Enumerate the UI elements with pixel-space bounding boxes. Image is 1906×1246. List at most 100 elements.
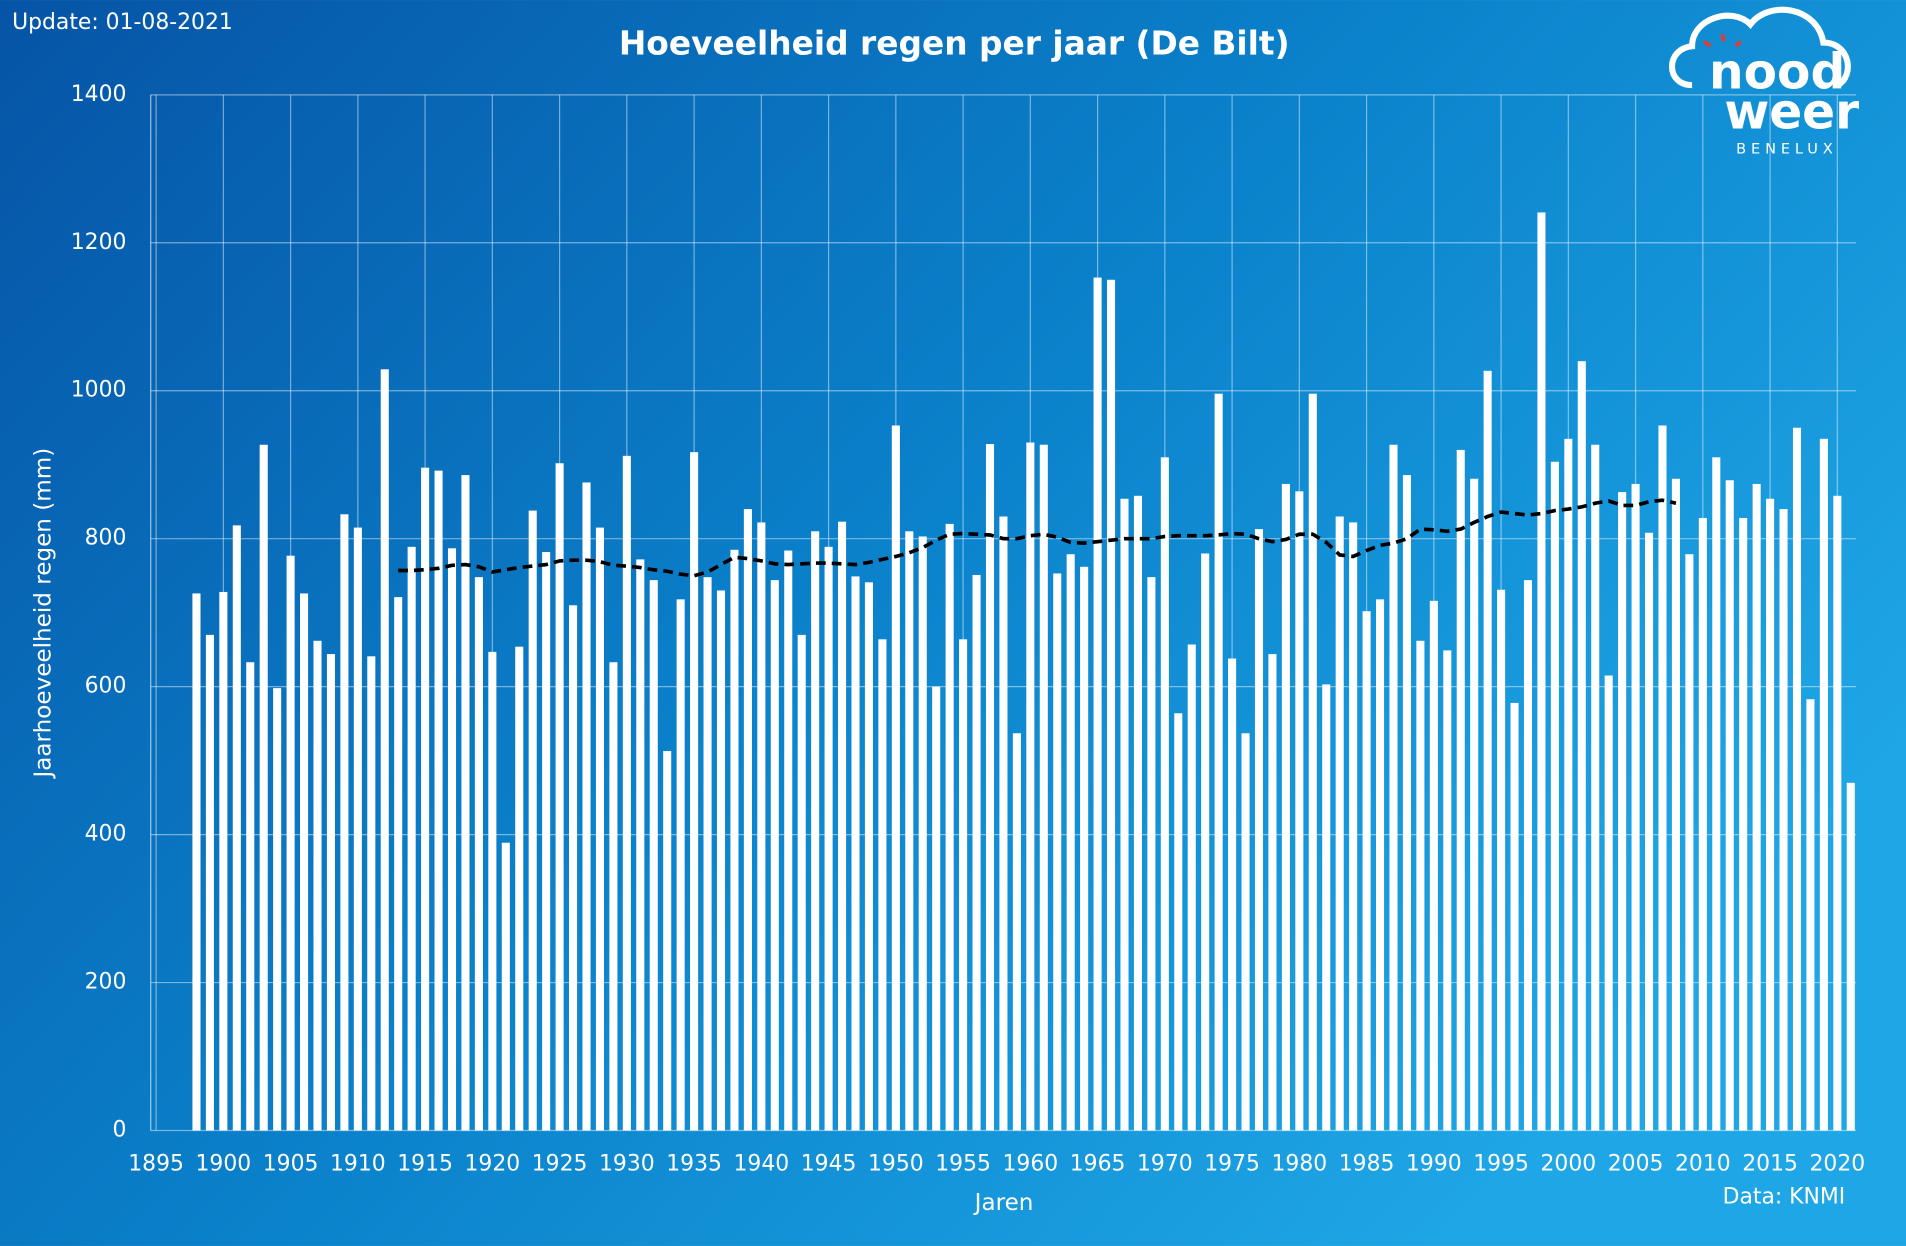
bar xyxy=(1093,277,1102,1131)
bar xyxy=(219,591,228,1131)
x-tick-label: 1940 xyxy=(734,1152,790,1177)
bar xyxy=(797,634,806,1131)
bar xyxy=(1147,577,1156,1131)
bar xyxy=(972,574,981,1131)
source-note: Data: KNMI xyxy=(1723,1184,1846,1209)
x-tick-label: 1895 xyxy=(128,1152,184,1177)
bar xyxy=(501,842,510,1131)
x-tick-label: 1910 xyxy=(330,1152,386,1177)
bar xyxy=(1766,498,1775,1131)
bar xyxy=(421,467,430,1131)
y-tick-label: 1000 xyxy=(71,378,127,403)
logo-text: nood xyxy=(1709,44,1845,100)
bar xyxy=(891,425,900,1131)
bar xyxy=(1725,480,1734,1131)
bar xyxy=(1510,702,1519,1131)
y-tick-label: 800 xyxy=(85,526,127,551)
bar xyxy=(757,522,766,1131)
bar xyxy=(232,525,241,1131)
bar xyxy=(1604,675,1613,1131)
x-tick-label: 1985 xyxy=(1339,1152,1395,1177)
bar xyxy=(838,521,847,1131)
bar xyxy=(1537,212,1546,1131)
bar xyxy=(1174,713,1183,1131)
bar xyxy=(1631,483,1640,1131)
bar xyxy=(1335,516,1344,1131)
bar xyxy=(1349,522,1358,1131)
logo-spark xyxy=(1703,33,1742,48)
bar xyxy=(1080,566,1089,1131)
x-tick-label: 1980 xyxy=(1272,1152,1328,1177)
x-tick-label: 1995 xyxy=(1473,1152,1529,1177)
y-tick-label: 0 xyxy=(112,1117,126,1142)
bar xyxy=(1792,427,1802,1131)
bar xyxy=(1429,600,1438,1131)
bar xyxy=(1066,554,1075,1131)
bar xyxy=(932,686,941,1131)
bar xyxy=(1443,650,1452,1131)
y-tick-label: 600 xyxy=(85,674,127,699)
logo-cloud xyxy=(1668,6,1851,89)
bar xyxy=(1645,532,1654,1131)
bar xyxy=(1658,425,1667,1131)
x-tick-label: 2010 xyxy=(1675,1152,1731,1177)
bar xyxy=(259,444,268,1131)
bar xyxy=(999,516,1008,1131)
x-tick-label: 1920 xyxy=(465,1152,521,1177)
bar xyxy=(380,369,389,1131)
y-tick-label: 200 xyxy=(85,970,127,995)
y-tick-label: 1400 xyxy=(71,82,127,107)
x-axis-label: Jaren xyxy=(973,1190,1034,1216)
bar xyxy=(1685,554,1694,1131)
bar xyxy=(945,523,954,1131)
bar xyxy=(434,470,443,1131)
bar xyxy=(1698,517,1707,1131)
x-tick-label: 1925 xyxy=(532,1152,588,1177)
bar xyxy=(205,634,214,1131)
bar xyxy=(622,455,631,1131)
x-tick-label: 1915 xyxy=(397,1152,453,1177)
update-note: Update: 01-08-2021 xyxy=(12,10,233,35)
bar xyxy=(447,548,457,1131)
bar xyxy=(542,552,551,1131)
bar xyxy=(1308,393,1317,1131)
bar xyxy=(488,651,497,1131)
bar xyxy=(300,593,309,1131)
bar xyxy=(1389,444,1398,1131)
bar xyxy=(1322,684,1331,1131)
bar xyxy=(864,582,873,1131)
bar xyxy=(1402,475,1411,1131)
bar xyxy=(1456,449,1465,1131)
bar xyxy=(918,536,927,1131)
x-tick-label: 1955 xyxy=(935,1152,991,1177)
bar xyxy=(595,527,604,1131)
bar xyxy=(1362,611,1371,1131)
bar xyxy=(515,646,524,1131)
x-tick-label: 1965 xyxy=(1070,1152,1126,1177)
x-tick-label: 2005 xyxy=(1608,1152,1664,1177)
x-tick-label: 1950 xyxy=(868,1152,924,1177)
bar xyxy=(407,546,416,1131)
bar xyxy=(1133,495,1142,1131)
bar xyxy=(851,576,860,1131)
bar xyxy=(1618,492,1627,1131)
x-tick-label: 2015 xyxy=(1742,1152,1798,1177)
bar xyxy=(1806,699,1815,1131)
bar xyxy=(1671,478,1680,1131)
bar xyxy=(528,510,537,1131)
x-tick-label: 2000 xyxy=(1541,1152,1597,1177)
trend-line xyxy=(398,498,1677,578)
bar xyxy=(1833,495,1842,1131)
x-tick-label: 2020 xyxy=(1809,1152,1865,1177)
bar xyxy=(286,555,295,1131)
bar xyxy=(743,509,752,1131)
bar xyxy=(273,688,282,1131)
bar xyxy=(326,654,335,1131)
bar xyxy=(461,475,470,1131)
bar xyxy=(555,463,564,1131)
bar xyxy=(703,577,712,1131)
bar xyxy=(1026,442,1035,1131)
y-tick-label: 1200 xyxy=(71,230,127,255)
bar xyxy=(1241,733,1250,1131)
